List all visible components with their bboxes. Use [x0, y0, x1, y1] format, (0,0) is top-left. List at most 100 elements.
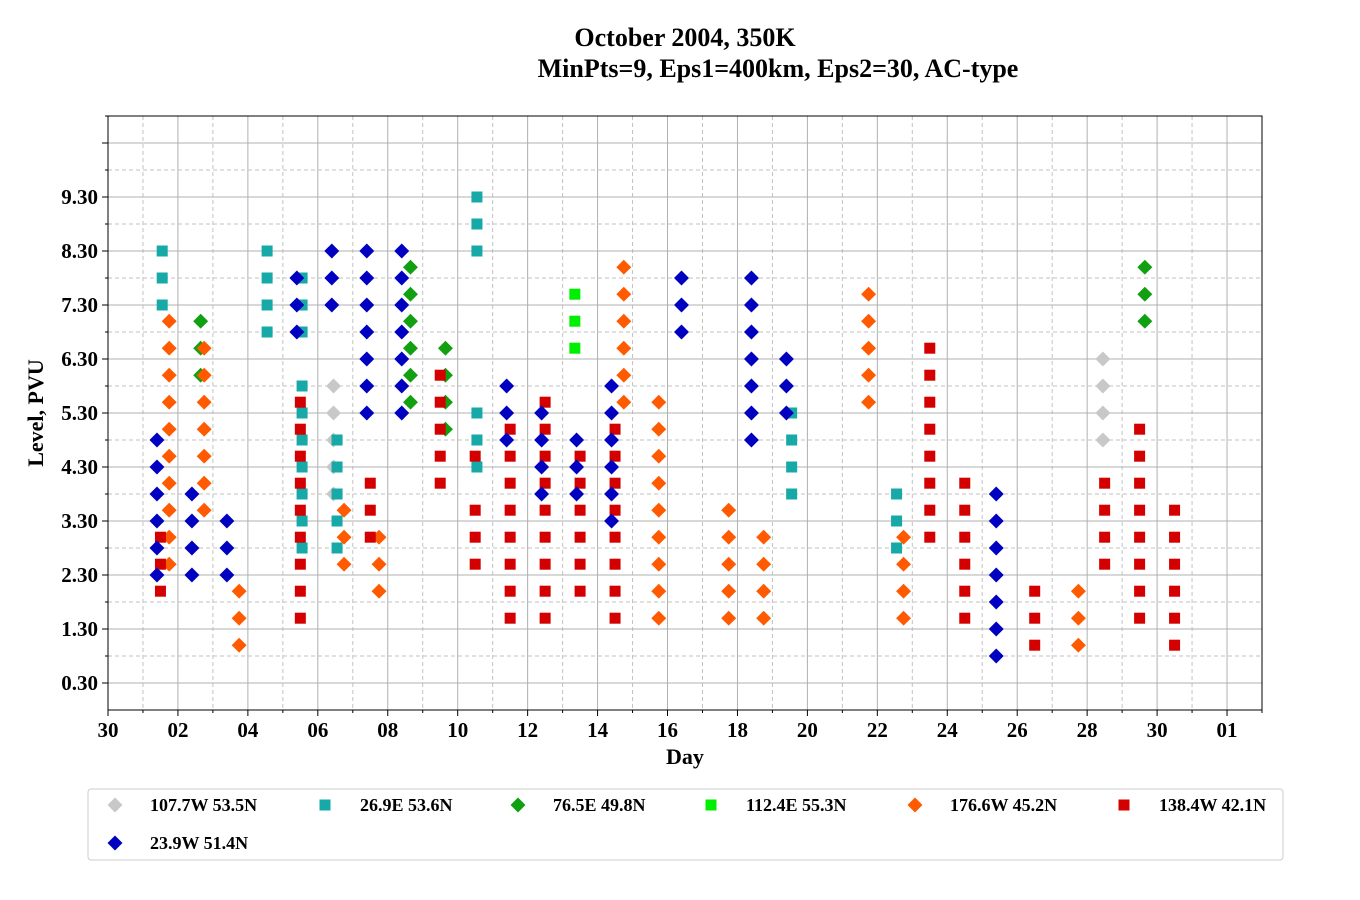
data-point — [891, 488, 903, 500]
data-point — [331, 542, 343, 554]
data-point — [331, 461, 343, 473]
data-point — [161, 421, 177, 437]
x-tick-label: 18 — [727, 718, 748, 742]
data-point — [1095, 351, 1111, 367]
legend-entry-label: 23.9W 51.4N — [150, 833, 248, 853]
data-point — [891, 542, 903, 554]
data-point — [149, 432, 165, 448]
legend-entry-label: 76.5E 49.8N — [553, 795, 646, 815]
data-point — [988, 567, 1004, 583]
data-point — [469, 558, 481, 570]
data-point — [296, 488, 308, 500]
y-tick-label: 2.30 — [61, 563, 98, 587]
data-point — [403, 340, 418, 356]
legend-marker — [107, 797, 123, 813]
data-point — [721, 610, 737, 626]
data-point — [609, 423, 621, 435]
axis-ticks: 30 02 04 06 08 10 12 14 16 18 20 22 24 26 28 30 01 0.30 1.… — [61, 115, 1263, 742]
data-point — [609, 585, 621, 597]
data-point — [289, 324, 305, 340]
data-point — [326, 378, 342, 394]
chart-title: October 2004, 350K — [574, 23, 796, 52]
data-point — [294, 558, 306, 570]
y-tick-label: 8.30 — [61, 239, 98, 263]
data-point — [296, 407, 308, 419]
data-point — [756, 583, 772, 599]
legend-marker — [510, 797, 526, 813]
x-tick-label: 26 — [1007, 718, 1028, 742]
data-point — [778, 405, 794, 421]
data-point — [1029, 585, 1041, 597]
data-point — [539, 531, 551, 543]
data-point — [1029, 612, 1041, 624]
data-point — [359, 378, 375, 394]
data-point — [324, 270, 340, 286]
data-point — [394, 243, 410, 259]
x-tick-label: 16 — [657, 718, 678, 742]
data-point — [331, 434, 343, 446]
data-point — [196, 394, 212, 410]
data-point — [891, 515, 903, 527]
data-point — [651, 475, 667, 491]
data-point — [861, 394, 877, 410]
data-point — [154, 531, 166, 543]
data-point — [778, 378, 794, 394]
data-point — [154, 585, 166, 597]
data-point — [924, 531, 936, 543]
data-point — [1169, 585, 1181, 597]
data-point — [896, 583, 912, 599]
legend-entry-label: 176.6W 45.2N — [950, 795, 1057, 815]
data-point — [289, 297, 305, 313]
data-point — [1137, 259, 1153, 275]
data-point — [959, 531, 971, 543]
data-point — [161, 313, 177, 329]
data-point — [1099, 531, 1111, 543]
data-point — [471, 191, 483, 203]
data-point — [861, 340, 877, 356]
data-point — [336, 556, 352, 572]
data-point — [161, 475, 177, 491]
data-point — [294, 531, 306, 543]
data-point — [604, 459, 620, 475]
data-point — [539, 504, 551, 516]
data-point — [434, 477, 446, 489]
data-point — [721, 502, 737, 518]
data-point — [364, 504, 376, 516]
data-point — [149, 459, 165, 475]
data-point — [1137, 313, 1153, 329]
data-point — [504, 423, 516, 435]
data-point — [616, 340, 632, 356]
data-point — [743, 324, 759, 340]
data-point — [1137, 286, 1153, 302]
data-point — [1029, 639, 1041, 651]
data-point — [184, 567, 200, 583]
y-tick-label: 0.30 — [61, 671, 98, 695]
data-point — [403, 367, 418, 383]
data-point — [219, 540, 235, 556]
data-point — [569, 288, 581, 300]
data-point — [924, 423, 936, 435]
data-point — [674, 270, 689, 286]
data-point — [743, 297, 759, 313]
data-point — [434, 423, 446, 435]
data-point — [1134, 504, 1146, 516]
data-point — [609, 612, 621, 624]
data-point — [534, 405, 550, 421]
y-axis-label: Level, PVU — [23, 359, 48, 467]
legend-entry-label: 107.7W 53.5N — [150, 795, 257, 815]
data-point — [1099, 504, 1111, 516]
data-point — [184, 486, 200, 502]
data-point — [1169, 531, 1181, 543]
data-point — [359, 324, 375, 340]
data-point — [359, 351, 375, 367]
x-axis-label: Day — [666, 744, 704, 769]
data-point — [574, 558, 586, 570]
data-point — [324, 243, 340, 259]
data-point — [609, 450, 621, 462]
x-tick-label: 14 — [587, 718, 609, 742]
legend-marker — [107, 835, 123, 851]
data-point — [359, 270, 375, 286]
data-point — [161, 394, 177, 410]
data-point — [1134, 477, 1146, 489]
